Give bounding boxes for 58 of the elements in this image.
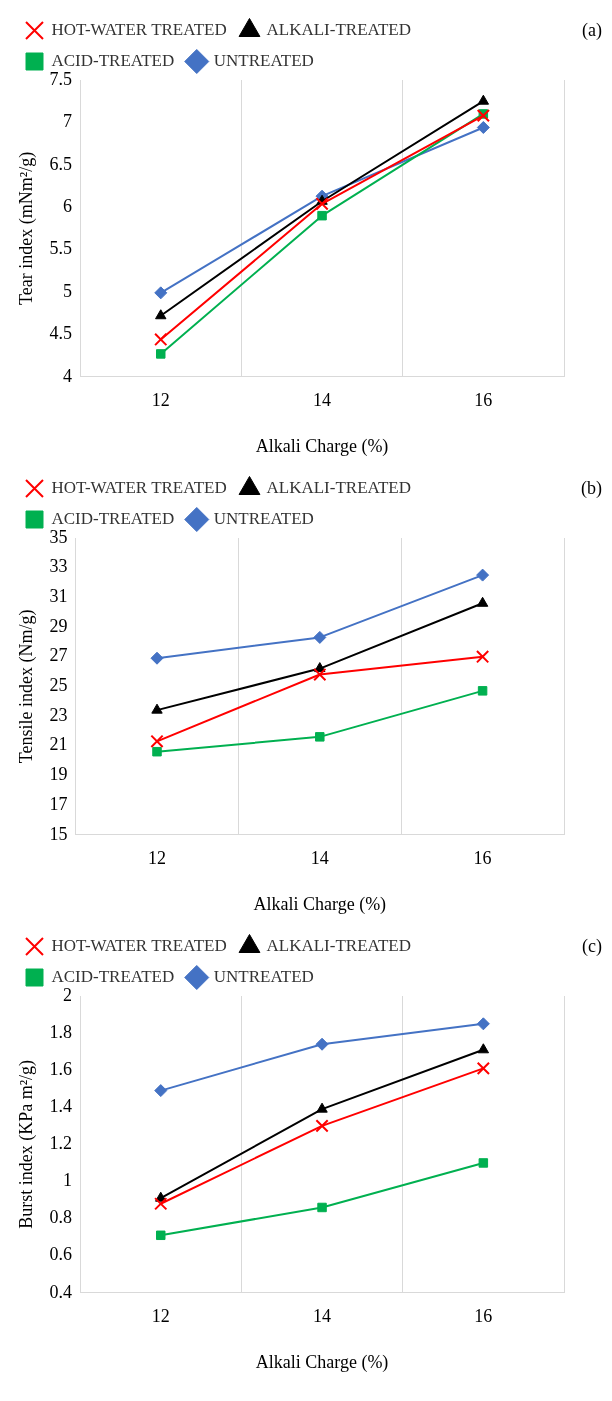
x-tick-label: 14 bbox=[310, 848, 329, 869]
y-tick-label: 6 bbox=[63, 195, 73, 216]
y-tick-label: 1.4 bbox=[49, 1096, 73, 1117]
legend-label: ALKALI-TREATED bbox=[266, 477, 411, 497]
y-tick-label: 29 bbox=[49, 615, 68, 636]
y-tick-label: 15 bbox=[49, 823, 68, 844]
legend-label: UNTREATED bbox=[213, 966, 314, 986]
legend-label: ACID-TREATED bbox=[51, 508, 175, 528]
y-tick-label: 0.4 bbox=[49, 1281, 73, 1302]
legend-label: HOT-WATER TREATED bbox=[51, 935, 227, 955]
y-tick-label: 6.5 bbox=[49, 153, 73, 174]
y-tick-label: 23 bbox=[49, 704, 68, 725]
x-tick-label: 14 bbox=[313, 390, 332, 411]
x-tick-label: 16 bbox=[474, 1306, 493, 1327]
y-tick-label: 0.8 bbox=[49, 1207, 73, 1228]
y-tick-label: 1.2 bbox=[49, 1133, 73, 1154]
y-tick-label: 7.5 bbox=[49, 68, 73, 89]
legend-label: ALKALI-TREATED bbox=[266, 935, 411, 955]
y-tick-label: 17 bbox=[49, 793, 68, 814]
x-axis-title: Alkali Charge (%) bbox=[253, 893, 387, 915]
y-tick-label: 33 bbox=[49, 556, 68, 577]
x-tick-label: 12 bbox=[151, 1306, 170, 1327]
text: (a) bbox=[582, 19, 602, 41]
legend-label: ALKALI-TREATED bbox=[266, 19, 411, 39]
y-tick-label: 35 bbox=[49, 526, 68, 547]
y-tick-label: 1.8 bbox=[49, 1021, 73, 1042]
y-tick-label: 4 bbox=[63, 365, 73, 386]
x-tick-label: 14 bbox=[313, 1306, 332, 1327]
y-tick-label: 5 bbox=[63, 280, 73, 301]
y-tick-label: 0.6 bbox=[49, 1244, 73, 1265]
x-tick-label: 16 bbox=[474, 390, 493, 411]
y-tick-label: 2 bbox=[63, 984, 73, 1005]
x-tick-label: 12 bbox=[148, 848, 166, 869]
y-tick-label: 1 bbox=[63, 1170, 73, 1191]
y-tick-label: 19 bbox=[49, 764, 68, 785]
legend-label: ACID-TREATED bbox=[51, 50, 175, 70]
y-tick-label: 1.6 bbox=[49, 1058, 73, 1079]
y-axis-title: Tear index (mNm²/g) bbox=[15, 151, 37, 305]
x-axis-title: Alkali Charge (%) bbox=[255, 1351, 389, 1373]
legend-label: ACID-TREATED bbox=[51, 966, 175, 986]
y-tick-label: 21 bbox=[49, 734, 68, 755]
y-tick-label: 25 bbox=[49, 675, 68, 696]
legend-label: UNTREATED bbox=[213, 508, 314, 528]
x-tick-label: 12 bbox=[151, 390, 170, 411]
x-tick-label: 16 bbox=[473, 848, 492, 869]
legend-label: UNTREATED bbox=[213, 50, 314, 70]
y-tick-label: 27 bbox=[49, 645, 68, 666]
y-tick-label: 7 bbox=[63, 111, 73, 132]
y-axis-title: Tensile index (Nm/g) bbox=[15, 609, 37, 764]
text: (b) bbox=[581, 477, 602, 499]
text: (c) bbox=[582, 935, 602, 957]
legend-label: HOT-WATER TREATED bbox=[51, 477, 227, 497]
y-tick-label: 31 bbox=[49, 586, 68, 607]
legend-label: HOT-WATER TREATED bbox=[51, 19, 227, 39]
x-axis-title: Alkali Charge (%) bbox=[255, 435, 389, 457]
y-tick-label: 4.5 bbox=[49, 323, 73, 344]
y-axis-title: Burst index (KPa m²/g) bbox=[15, 1059, 37, 1229]
y-tick-label: 5.5 bbox=[49, 238, 73, 259]
